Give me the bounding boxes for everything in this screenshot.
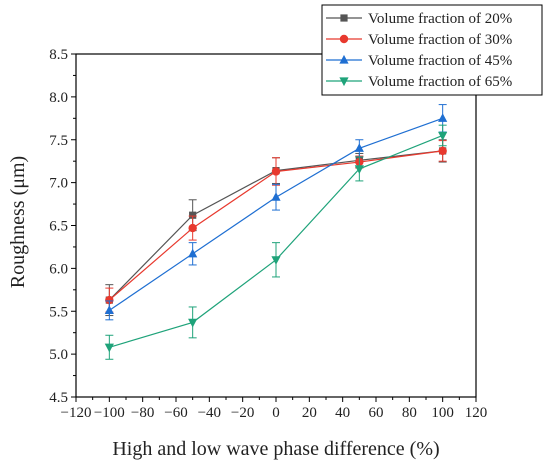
x-tick-label: −120 [61,405,92,421]
x-tick-label: 80 [402,405,417,421]
legend-box [321,4,543,96]
legend: Volume fraction of 20% Volume fraction of… [321,4,543,96]
y-axis-title: Roughness (μm) [7,156,29,288]
legend-marker [339,54,349,64]
legend-marker [339,34,349,44]
x-tick-label: −20 [231,405,254,421]
legend-label: Volume fraction of 20% [368,11,512,27]
y-tick-label: 5.0 [49,347,68,363]
legend-label: Volume fraction of 30% [368,32,512,48]
y-tick-label: 8.5 [49,47,68,63]
x-tick-label: 20 [302,405,317,421]
y-tick-label: 4.5 [49,390,68,406]
data-point [438,113,448,122]
data-point [189,211,197,219]
x-tick-label: 40 [335,405,350,421]
data-point [271,167,281,176]
data-point [104,305,114,314]
y-tick-label: 7.0 [49,176,68,192]
data-point [438,146,447,156]
series-line [108,117,443,311]
x-tick-label: 100 [431,405,454,421]
y-tick-label: 5.5 [49,304,68,320]
data-point [438,131,448,141]
data-point [104,343,114,353]
x-tick-label: −80 [131,405,154,421]
legend-marker [339,77,349,87]
y-tick-label: 6.0 [49,261,68,277]
x-tick-label: −40 [198,405,221,421]
x-tick-label: −60 [164,405,187,421]
series-3 [104,104,448,321]
x-tick-label: −100 [94,405,125,421]
x-tick-label: 60 [369,405,384,421]
x-axis-title: High and low wave phase difference (%) [112,438,439,460]
y-tick-label: 7.5 [49,133,68,149]
x-tick-label: 0 [272,405,280,421]
y-tick-label: 6.5 [49,219,68,235]
data-point [354,165,364,175]
data-point [271,256,281,265]
data-point [271,192,281,201]
data-point [188,248,198,258]
series-2 [105,140,447,313]
y-tick-label: 8.0 [49,90,68,106]
data-point [188,223,197,233]
legend-marker [340,14,348,22]
data-point [188,318,198,328]
plot-area-frame [75,53,477,398]
legend-label: Volume fraction of 65% [368,74,512,90]
series-4 [104,124,448,360]
data-point [354,143,364,152]
legend-label: Volume fraction of 45% [368,53,512,69]
x-tick-label: 120 [465,405,488,421]
data-point [105,295,114,305]
